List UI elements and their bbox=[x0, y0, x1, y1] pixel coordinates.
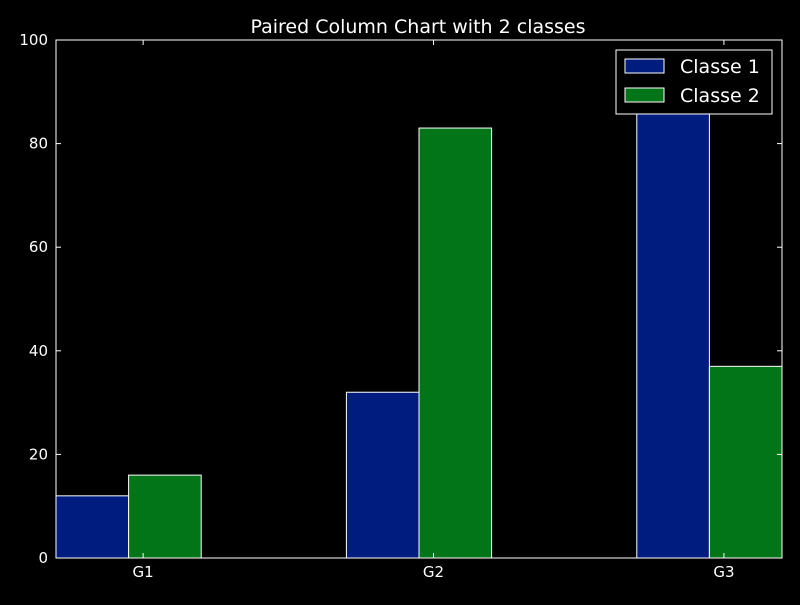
axes-frame bbox=[55, 39, 783, 559]
y-tick-label: 100 bbox=[19, 31, 48, 49]
bar-classe-1-g2 bbox=[345, 391, 420, 559]
bar-classe-1-g3 bbox=[636, 106, 710, 559]
x-axis: G1 G2 G3 bbox=[133, 40, 735, 581]
legend-swatch-classe-1 bbox=[624, 58, 665, 74]
bar-classe-1-g1 bbox=[55, 495, 130, 559]
legend-label-classe-1: Classe 1 bbox=[680, 56, 760, 78]
legend-label-classe-2: Classe 2 bbox=[680, 85, 760, 107]
y-tick-label: 20 bbox=[29, 445, 48, 463]
legend: Classe 1 Classe 2 bbox=[615, 49, 773, 115]
y-tick-label: 80 bbox=[29, 135, 48, 153]
y-tick-label: 40 bbox=[29, 342, 48, 360]
bar-classe-2-g3 bbox=[708, 365, 783, 559]
bar-classe-2-g2 bbox=[418, 127, 493, 559]
legend-swatch-classe-2 bbox=[624, 87, 665, 103]
y-axis: 0 20 40 60 80 100 bbox=[19, 31, 782, 567]
x-tick-label: G2 bbox=[423, 563, 444, 581]
y-tick-label: 60 bbox=[29, 238, 48, 256]
y-tick-label: 0 bbox=[38, 549, 48, 567]
chart-title: Paired Column Chart with 2 classes bbox=[251, 16, 586, 38]
bar-classe-2-g1 bbox=[128, 474, 202, 559]
plot-area bbox=[55, 106, 783, 559]
x-tick-label: G3 bbox=[713, 563, 734, 581]
x-tick-label: G1 bbox=[133, 563, 154, 581]
